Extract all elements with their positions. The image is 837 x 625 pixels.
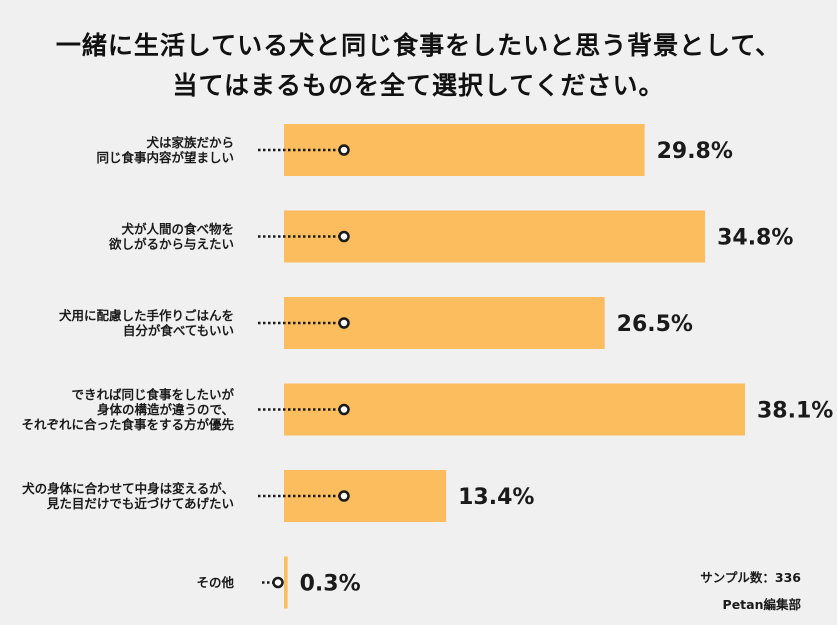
value-label-2: 26.5%	[617, 312, 693, 337]
marker-circle-1	[338, 230, 350, 243]
marker-circle-3	[338, 403, 350, 416]
category-label-1: 犬が人間の食べ物を欲しがるから与えたい	[108, 222, 234, 252]
value-label-3: 38.1%	[757, 399, 833, 424]
category-label-5: その他	[196, 575, 234, 590]
marker-circle-4	[338, 490, 350, 502]
bar-5	[284, 556, 288, 609]
value-label-0: 29.8%	[657, 139, 733, 164]
value-label-1: 34.8%	[717, 226, 793, 251]
bar-4	[284, 470, 447, 522]
marker-circle-2	[338, 317, 350, 329]
value-label-4: 13.4%	[458, 485, 534, 510]
chart-title-line-2: 当てはまるものを全て選択してください。	[172, 71, 665, 100]
marker-circle-5	[272, 576, 284, 589]
category-label-4: 犬の身体に合わせて中身は変えるが、見た目だけでも近づけてあげたい	[21, 481, 234, 511]
marker-circle-0	[338, 144, 350, 156]
publisher-credit: Petan編集部	[722, 597, 801, 612]
bar-3	[284, 383, 746, 436]
value-label-5: 0.3%	[300, 572, 361, 597]
bar-2	[284, 297, 605, 349]
category-label-2: 犬用に配慮した手作りごはんを自分が食べてもいい	[58, 308, 234, 338]
chart-title-line-1: 一緒に生活している犬と同じ食事をしたいと思う背景として、	[55, 31, 782, 60]
sample-size-note: サンプル数：336	[700, 570, 801, 585]
bar-1	[284, 210, 706, 263]
category-label-3: できれば同じ食事をしたいが身体の構造が違うので、それぞれに合った食事をする方が優…	[21, 387, 234, 432]
category-label-0: 犬は家族だから同じ食事内容が望ましい	[96, 135, 234, 165]
